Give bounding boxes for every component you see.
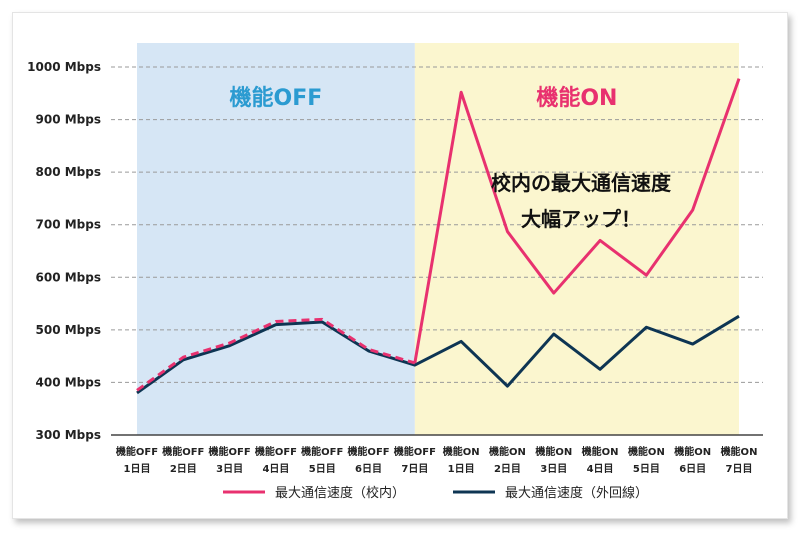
x-tick-label-bottom: 3日目 (216, 463, 243, 475)
region-bg-1 (414, 43, 739, 435)
y-tick-label: 500 Mbps (36, 323, 102, 337)
legend: 最大通信速度（校内） 最大通信速度（外回線） (223, 485, 648, 501)
series-line-campus-on (413, 78, 741, 364)
legend-label-campus: 最大通信速度（校内） (275, 485, 405, 501)
x-tick-label-top: 機能ON (443, 445, 480, 458)
x-tick-label-bottom: 3日目 (540, 463, 567, 475)
x-tick-label-bottom: 7日目 (726, 463, 753, 475)
x-tick-label-bottom: 7日目 (401, 463, 428, 475)
grid-lines (111, 66, 763, 436)
x-tick-label-bottom: 5日目 (309, 463, 336, 475)
series-line-external (136, 314, 740, 395)
region-label-0: 機能OFF (230, 85, 323, 111)
y-tick-label: 800 Mbps (36, 165, 102, 179)
x-tick-label-top: 機能ON (674, 445, 711, 458)
x-tick-label-top: 機能OFF (209, 445, 251, 458)
y-tick-label: 700 Mbps (36, 218, 102, 232)
x-tick-label-top: 機能OFF (116, 445, 158, 458)
x-tick-label-bottom: 6日目 (679, 463, 706, 475)
x-tick-label-top: 機能ON (535, 445, 572, 458)
legend-label-external: 最大通信速度（外回線） (505, 485, 648, 501)
chart-annotation: 校内の最大通信速度 大幅アップ！ (491, 171, 672, 231)
x-tick-label-bottom: 1日目 (124, 463, 151, 475)
x-tick-label-bottom: 2日目 (170, 463, 197, 475)
x-tick-label-bottom: 2日目 (494, 463, 521, 475)
series-lines (136, 78, 741, 395)
region-labels: 機能OFF 機能ON (230, 85, 618, 111)
x-tick-label-top: 機能ON (628, 445, 665, 458)
x-axis-ticks: 機能OFF1日目機能OFF2日目機能OFF3日目機能OFF4日目機能OFF5日目… (116, 445, 758, 475)
x-tick-label-bottom: 5日目 (633, 463, 660, 475)
series-line-campus-off (136, 317, 416, 392)
x-tick-label-top: 機能ON (582, 445, 619, 458)
x-tick-label-top: 機能ON (721, 445, 758, 458)
y-axis-ticks: 300 Mbps 400 Mbps 500 Mbps 600 Mbps 700 Mbps… (27, 60, 101, 442)
y-tick-label: 300 Mbps (36, 428, 102, 442)
y-tick-label: 900 Mbps (36, 113, 102, 127)
annotation-line-1: 校内の最大通信速度 (491, 171, 672, 195)
annotation-line-2: 大幅アップ！ (521, 207, 641, 231)
x-tick-label-top: 機能OFF (394, 445, 436, 458)
chart-card: 300 Mbps 400 Mbps 500 Mbps 600 Mbps 700 Mbps… (12, 12, 788, 519)
x-tick-label-bottom: 1日目 (448, 463, 475, 475)
region-label-1: 機能ON (536, 85, 617, 111)
y-tick-label: 400 Mbps (36, 375, 102, 389)
x-tick-label-top: 機能OFF (255, 445, 297, 458)
y-tick-label: 600 Mbps (36, 270, 102, 284)
region-bg-0 (137, 43, 415, 435)
x-tick-label-top: 機能OFF (347, 445, 389, 458)
x-tick-label-bottom: 4日目 (587, 463, 614, 475)
y-tick-label: 1000 Mbps (27, 60, 101, 74)
x-tick-label-top: 機能ON (489, 445, 526, 458)
x-tick-label-bottom: 4日目 (262, 463, 289, 475)
region-backgrounds (137, 43, 739, 435)
speed-line-chart: 300 Mbps 400 Mbps 500 Mbps 600 Mbps 700 Mbps… (27, 43, 763, 501)
x-tick-label-top: 機能OFF (301, 445, 343, 458)
x-tick-label-bottom: 6日目 (355, 463, 382, 475)
x-tick-label-top: 機能OFF (162, 445, 204, 458)
